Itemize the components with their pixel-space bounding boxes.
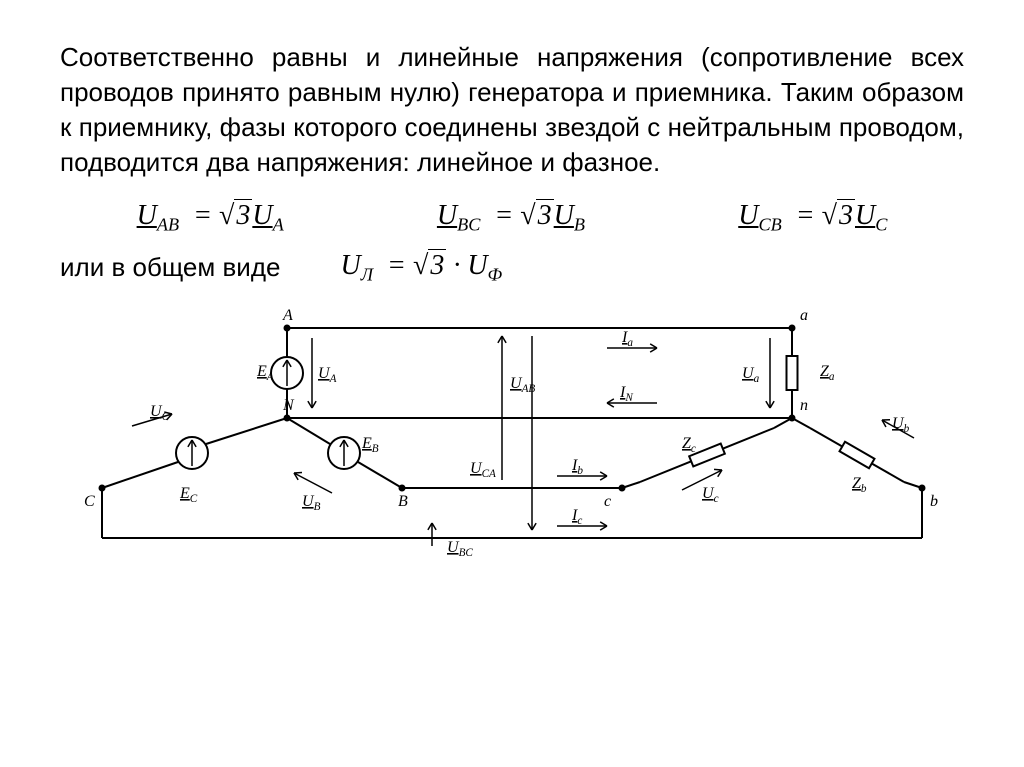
circuit-svg: ANBCanbcEAEBECZaZbZcUAUABUCAUaIaINIbIcUC… bbox=[62, 298, 962, 568]
svg-text:IN: IN bbox=[619, 384, 633, 404]
equation-row: UAB = 3UA UBC = 3UB UCB = 3UC bbox=[60, 200, 964, 236]
svg-text:b: b bbox=[930, 493, 938, 510]
svg-text:N: N bbox=[282, 397, 295, 414]
general-form-row: или в общем виде UЛ = 3 · UФ bbox=[60, 250, 964, 286]
svg-text:Zb: Zb bbox=[852, 475, 867, 495]
svg-text:Uc: Uc bbox=[702, 485, 719, 505]
svg-text:B: B bbox=[398, 493, 408, 510]
svg-text:Ic: Ic bbox=[571, 507, 582, 527]
svg-text:A: A bbox=[282, 307, 293, 324]
equation-general: UЛ = 3 · UФ bbox=[340, 250, 502, 286]
general-text: или в общем виде bbox=[60, 252, 280, 283]
svg-text:Ib: Ib bbox=[571, 457, 583, 477]
body-paragraph: Соответственно равны и линейные напряжен… bbox=[60, 40, 964, 180]
svg-text:Za: Za bbox=[820, 363, 835, 383]
svg-text:UCA: UCA bbox=[470, 460, 496, 480]
svg-text:c: c bbox=[604, 493, 611, 510]
svg-text:UA: UA bbox=[318, 365, 337, 385]
svg-text:UBC: UBC bbox=[447, 539, 473, 559]
svg-text:Ub: Ub bbox=[892, 415, 910, 435]
svg-text:Zc: Zc bbox=[682, 435, 696, 455]
svg-text:EC: EC bbox=[179, 485, 198, 505]
svg-text:Ua: Ua bbox=[742, 365, 760, 385]
circuit-diagram: ANBCanbcEAEBECZaZbZcUAUABUCAUaIaINIbIcUC… bbox=[60, 298, 964, 568]
svg-text:C: C bbox=[84, 493, 95, 510]
svg-text:n: n bbox=[800, 397, 808, 414]
svg-text:a: a bbox=[800, 307, 808, 324]
svg-text:EA: EA bbox=[256, 363, 274, 383]
svg-text:Ia: Ia bbox=[621, 329, 633, 349]
equation-2: UBC = 3UB bbox=[437, 200, 585, 236]
equation-3: UCB = 3UC bbox=[738, 200, 887, 236]
svg-text:EB: EB bbox=[361, 435, 379, 455]
equation-1: UAB = 3UA bbox=[137, 200, 284, 236]
svg-text:UB: UB bbox=[302, 493, 321, 513]
